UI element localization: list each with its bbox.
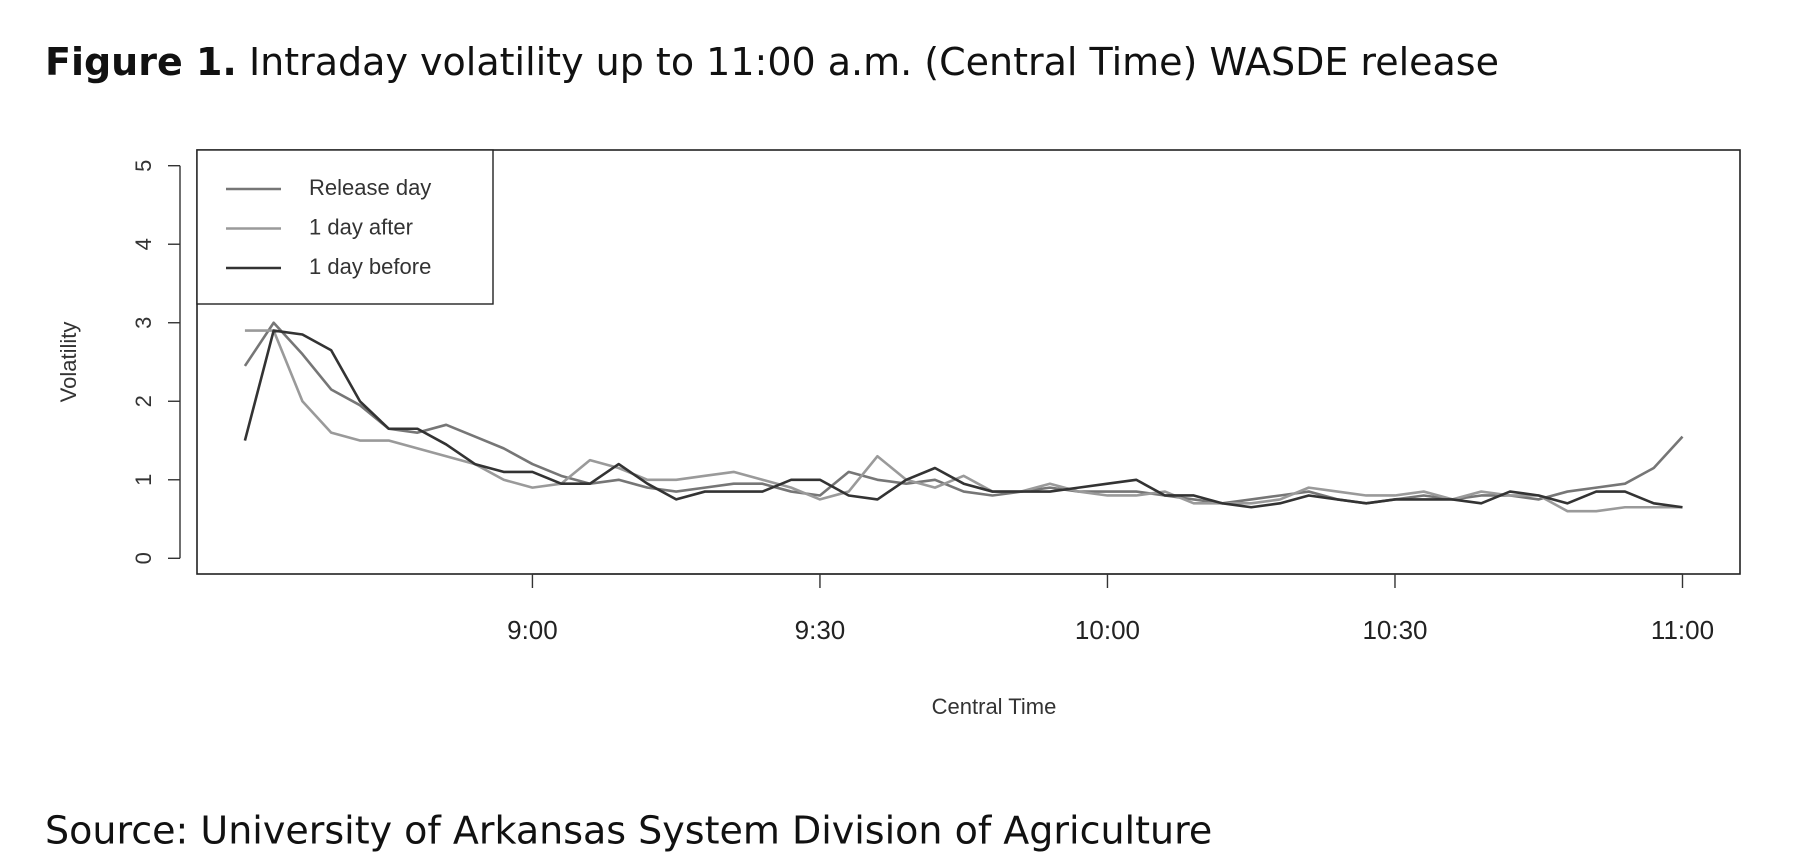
y-tick-label: 4	[131, 238, 156, 250]
legend-label: 1 day before	[309, 254, 431, 279]
y-tick-label: 5	[131, 160, 156, 172]
series-line	[244, 329, 1683, 513]
x-tick-label: 10:00	[1075, 615, 1140, 645]
y-tick-label: 1	[131, 474, 156, 486]
legend-box	[196, 149, 494, 305]
x-tick-label: 9:30	[795, 615, 846, 645]
chart-title: Figure 1. Intraday volatility up to 11:0…	[45, 40, 1499, 84]
x-axis-label: Central Time	[932, 694, 1057, 719]
y-tick-label: 3	[131, 317, 156, 329]
series-line	[243, 329, 1683, 509]
x-tick-label: 11:00	[1651, 615, 1714, 645]
x-tick-label: 9:00	[507, 615, 558, 645]
title-label: Figure 1.	[45, 40, 237, 84]
x-tick-label: 10:30	[1362, 615, 1427, 645]
y-tick-label: 0	[131, 552, 156, 564]
legend-label: Release day	[309, 175, 431, 200]
y-axis-label: Volatility	[56, 322, 81, 403]
title-text: Intraday volatility up to 11:00 a.m. (Ce…	[249, 40, 1499, 84]
y-tick-label: 2	[131, 395, 156, 407]
legend-label: 1 day after	[309, 214, 413, 239]
source-note: Source: University of Arkansas System Di…	[45, 809, 1212, 853]
